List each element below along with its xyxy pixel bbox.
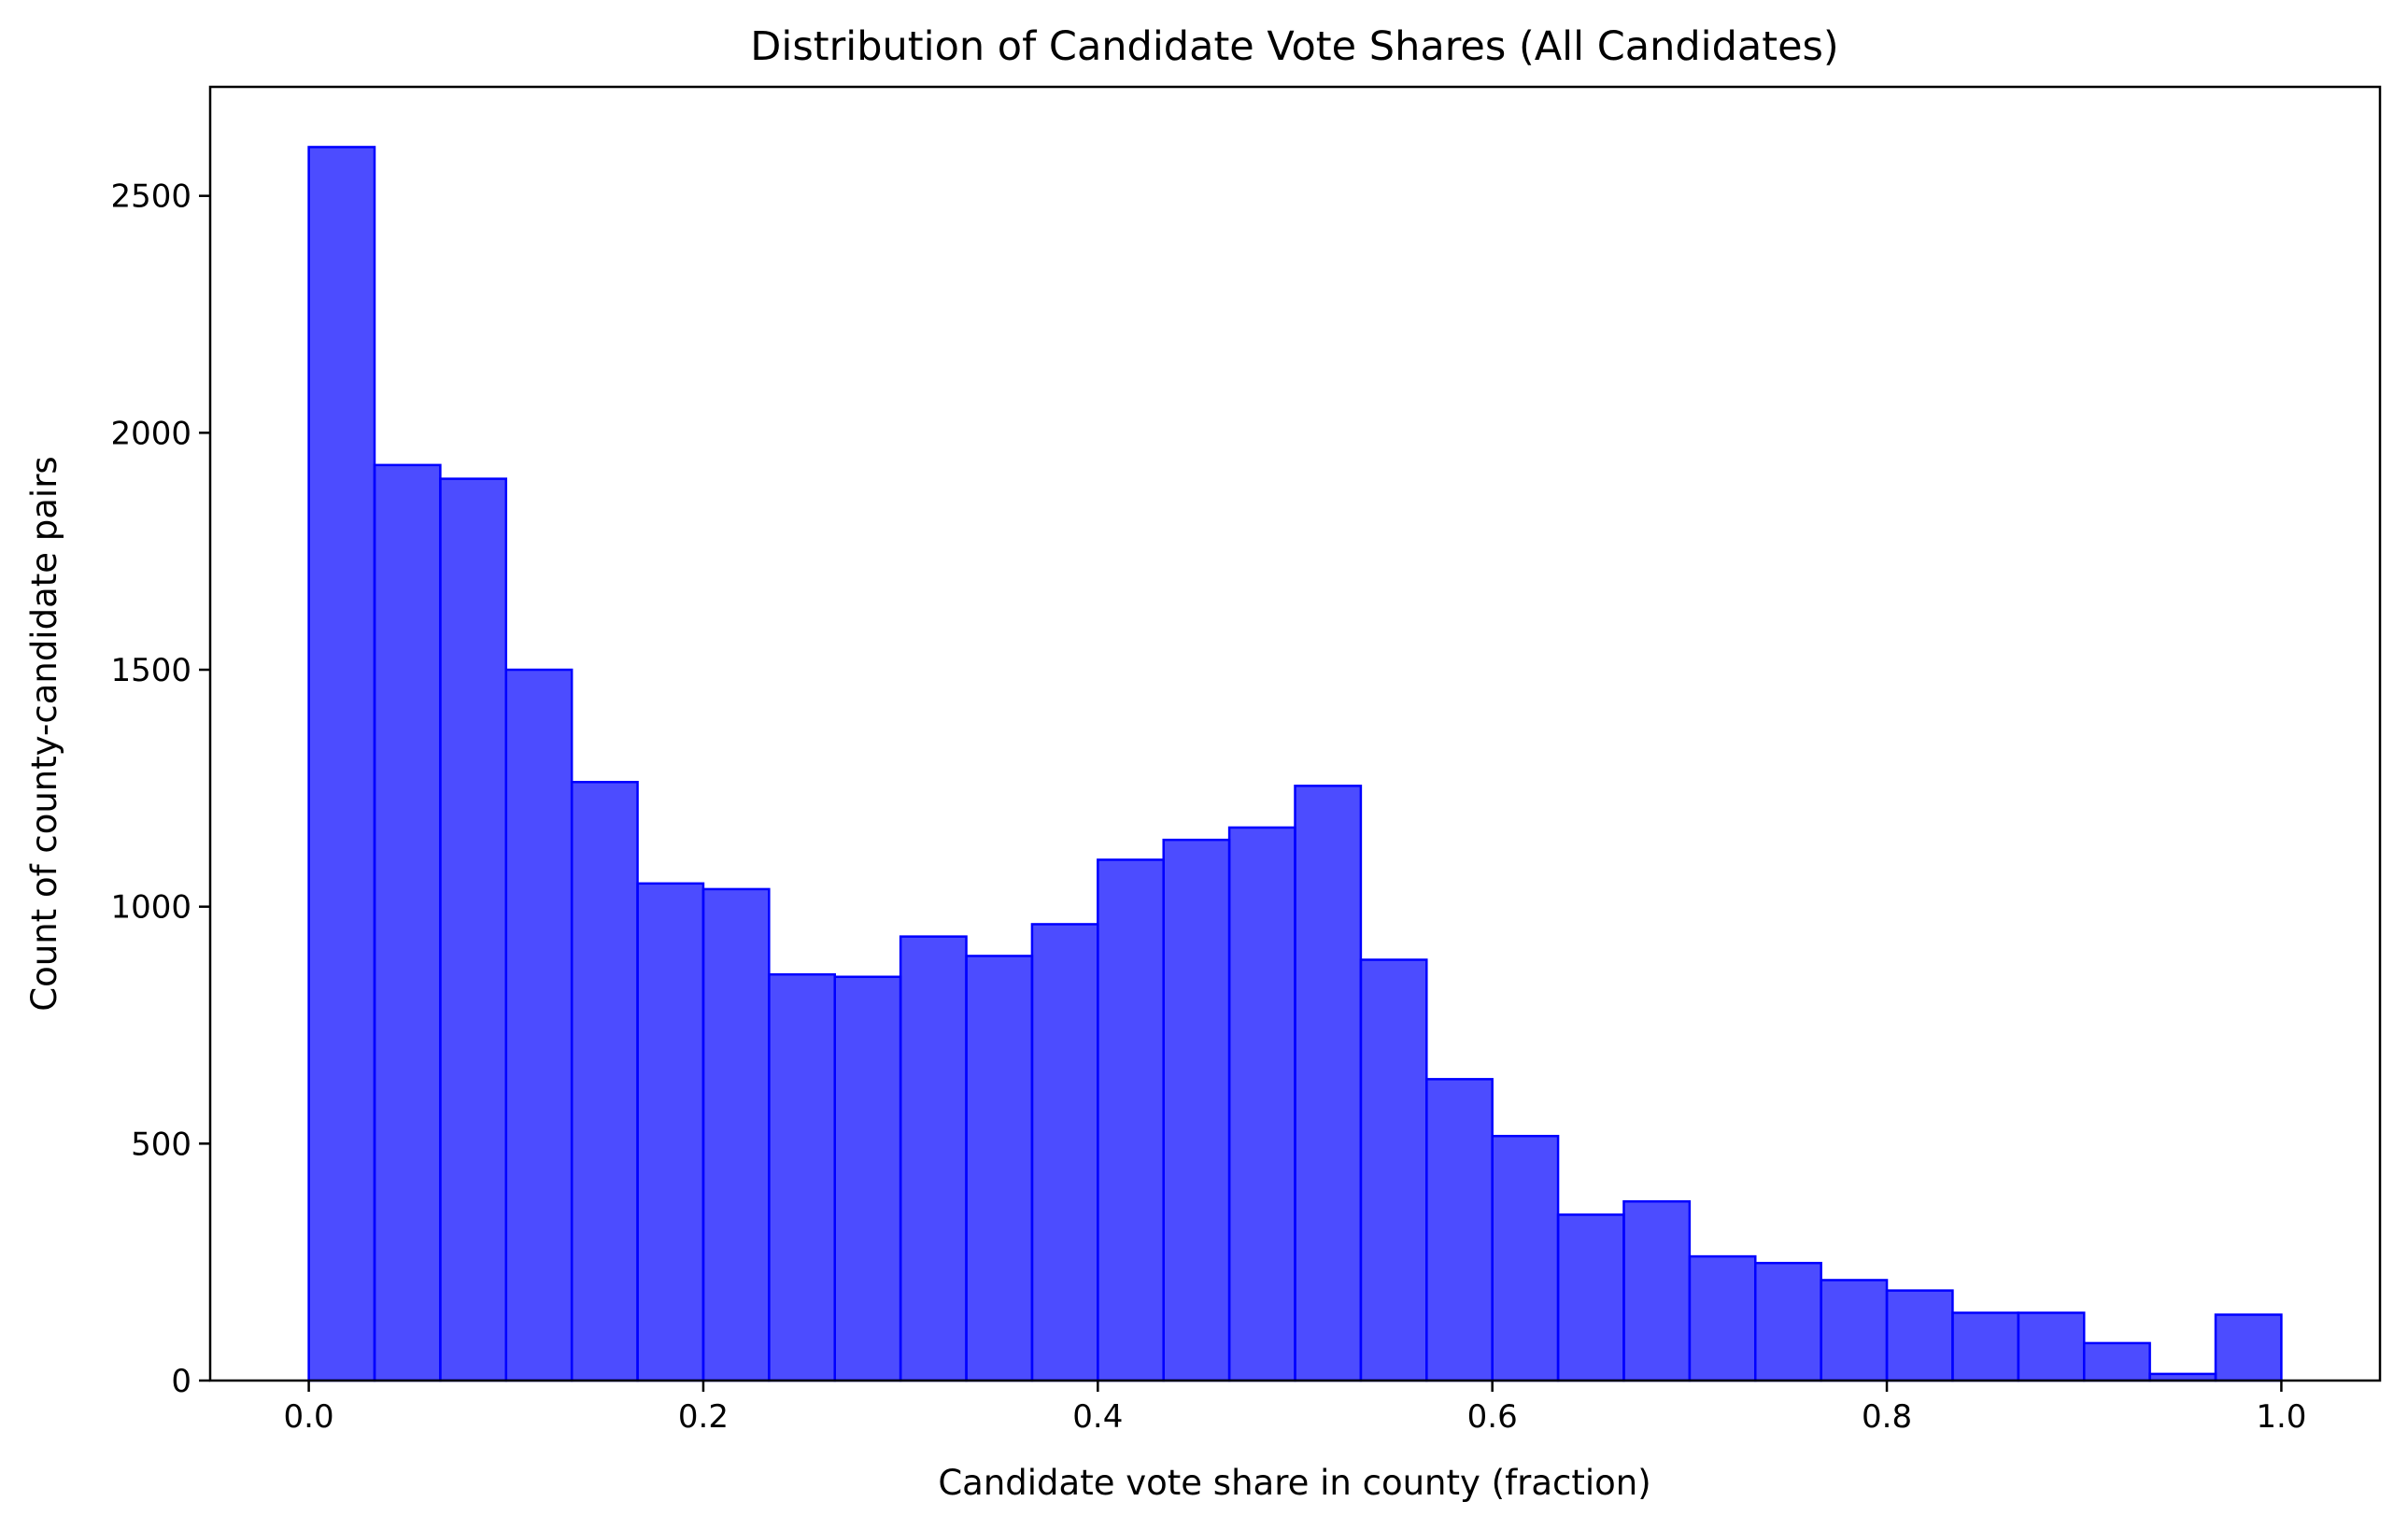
histogram-bar — [2214, 1313, 2283, 1382]
y-tick-label: 2000 — [110, 415, 191, 452]
histogram-bar — [965, 955, 1034, 1382]
y-axis: 0 500 1000 1500 2000 2500 — [110, 178, 210, 1400]
x-axis-label: Candidate vote share in county (fraction… — [938, 1463, 1650, 1503]
x-tick-label: 0.4 — [1072, 1398, 1123, 1436]
chart-title: Distribution of Candidate Vote Shares (A… — [750, 23, 1838, 70]
histogram-bar — [1425, 1078, 1494, 1382]
x-tick-label: 0.2 — [678, 1398, 729, 1436]
histogram-bar — [636, 882, 705, 1382]
histogram-bar — [833, 975, 902, 1382]
x-tick-label: 0.8 — [1862, 1398, 1912, 1436]
histogram-bar — [1622, 1199, 1692, 1382]
histogram-bar — [2017, 1311, 2086, 1382]
histogram-bar — [1359, 958, 1428, 1382]
y-axis-label: Count of county-candidate pairs — [24, 456, 64, 1011]
histogram-bar — [1491, 1134, 1560, 1382]
histogram-bar — [1162, 838, 1231, 1382]
histogram-bar — [1097, 858, 1165, 1382]
x-tick-label: 0.0 — [284, 1398, 334, 1436]
y-tick-label: 0 — [171, 1363, 191, 1400]
histogram-bar — [504, 668, 574, 1382]
histogram-bar — [1030, 923, 1099, 1382]
histogram-bar — [1885, 1289, 1954, 1382]
histogram-bar — [1951, 1311, 2020, 1382]
histogram-bar — [701, 887, 771, 1382]
histogram-bar — [1754, 1261, 1822, 1382]
histogram-bar — [373, 463, 442, 1382]
histogram-bar — [1294, 785, 1363, 1382]
histogram-bar — [899, 935, 968, 1382]
histogram-bar — [1820, 1279, 1889, 1382]
histogram-bar — [570, 780, 639, 1382]
histogram-bar — [1556, 1213, 1625, 1382]
y-tick-label: 500 — [131, 1126, 191, 1163]
y-tick-label: 1000 — [110, 889, 191, 927]
y-tick-label: 1500 — [110, 652, 191, 689]
histogram-bar — [2082, 1341, 2151, 1382]
x-axis: 0.0 0.2 0.4 0.6 0.8 1.0 — [284, 1381, 2306, 1436]
x-tick-label: 0.6 — [1467, 1398, 1518, 1436]
histogram-bar — [1227, 826, 1296, 1382]
histogram-bar — [768, 972, 836, 1382]
x-tick-label: 1.0 — [2256, 1398, 2306, 1436]
y-tick-label: 2500 — [110, 178, 191, 216]
histogram-bar — [307, 146, 376, 1382]
bars-group — [307, 146, 2283, 1382]
histogram-bar — [439, 477, 508, 1382]
plot-frame — [208, 85, 2382, 1382]
histogram-bar — [1688, 1254, 1757, 1382]
